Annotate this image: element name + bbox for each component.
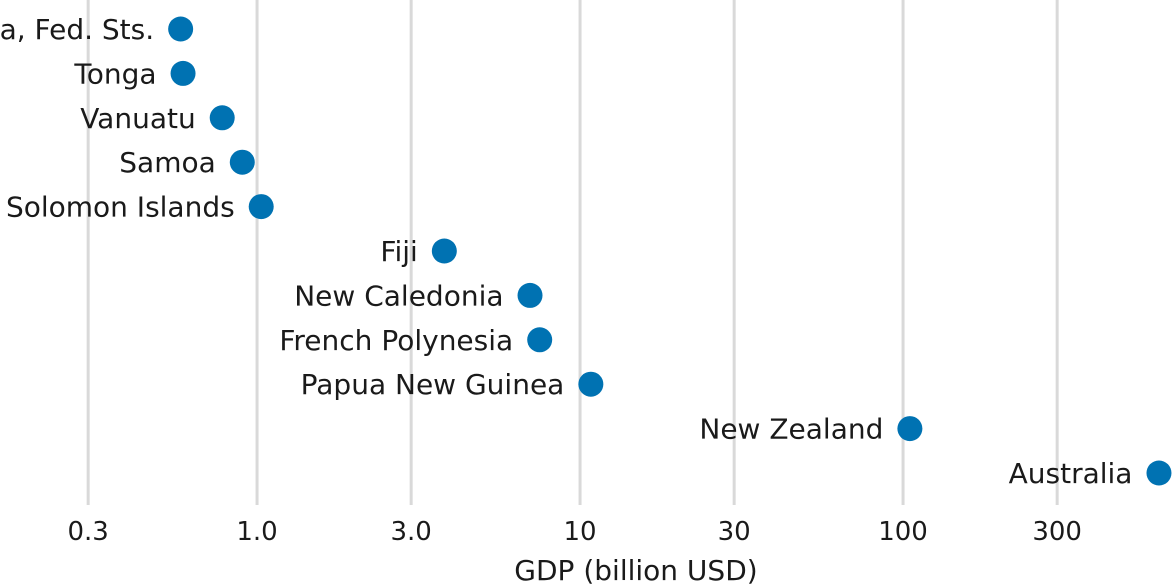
country-label: Tonga <box>73 57 156 90</box>
country-label: Fiji <box>380 235 417 268</box>
data-point <box>1146 460 1172 486</box>
x-tick-label: 3.0 <box>390 517 431 547</box>
country-label: French Polynesia <box>279 324 513 357</box>
x-tick-label: 0.3 <box>67 517 108 547</box>
x-axis-label: GDP (billion USD) <box>514 554 757 585</box>
country-labels: Micronesia, Fed. Sts. Tonga Vanuatu Samoa So… <box>0 13 1132 490</box>
data-point <box>517 282 543 308</box>
data-point <box>168 16 194 42</box>
country-label: Micronesia, Fed. Sts. <box>0 13 154 46</box>
x-axis-ticks: 0.3 1.0 3.0 10 30 100 300 <box>67 517 1081 547</box>
country-label: Samoa <box>119 146 216 179</box>
data-point <box>248 194 274 220</box>
data-point <box>578 371 604 397</box>
x-tick-label: 10 <box>564 517 597 547</box>
country-label: Vanuatu <box>80 102 196 135</box>
data-point <box>431 238 457 264</box>
x-tick-label: 300 <box>1032 517 1082 547</box>
country-label: Papua New Guinea <box>301 368 565 401</box>
grid-lines <box>86 0 1059 505</box>
data-point <box>209 105 235 131</box>
country-label: New Caledonia <box>294 279 503 312</box>
x-tick-label: 1.0 <box>236 517 277 547</box>
x-tick-label: 100 <box>878 517 928 547</box>
data-point <box>170 60 196 86</box>
data-point <box>229 149 255 175</box>
country-label: Solomon Islands <box>6 191 235 224</box>
country-label: Australia <box>1009 457 1133 490</box>
data-point <box>897 416 923 442</box>
x-tick-label: 30 <box>718 517 751 547</box>
data-points <box>168 16 1172 486</box>
country-label: New Zealand <box>699 413 883 446</box>
data-point <box>527 327 553 353</box>
